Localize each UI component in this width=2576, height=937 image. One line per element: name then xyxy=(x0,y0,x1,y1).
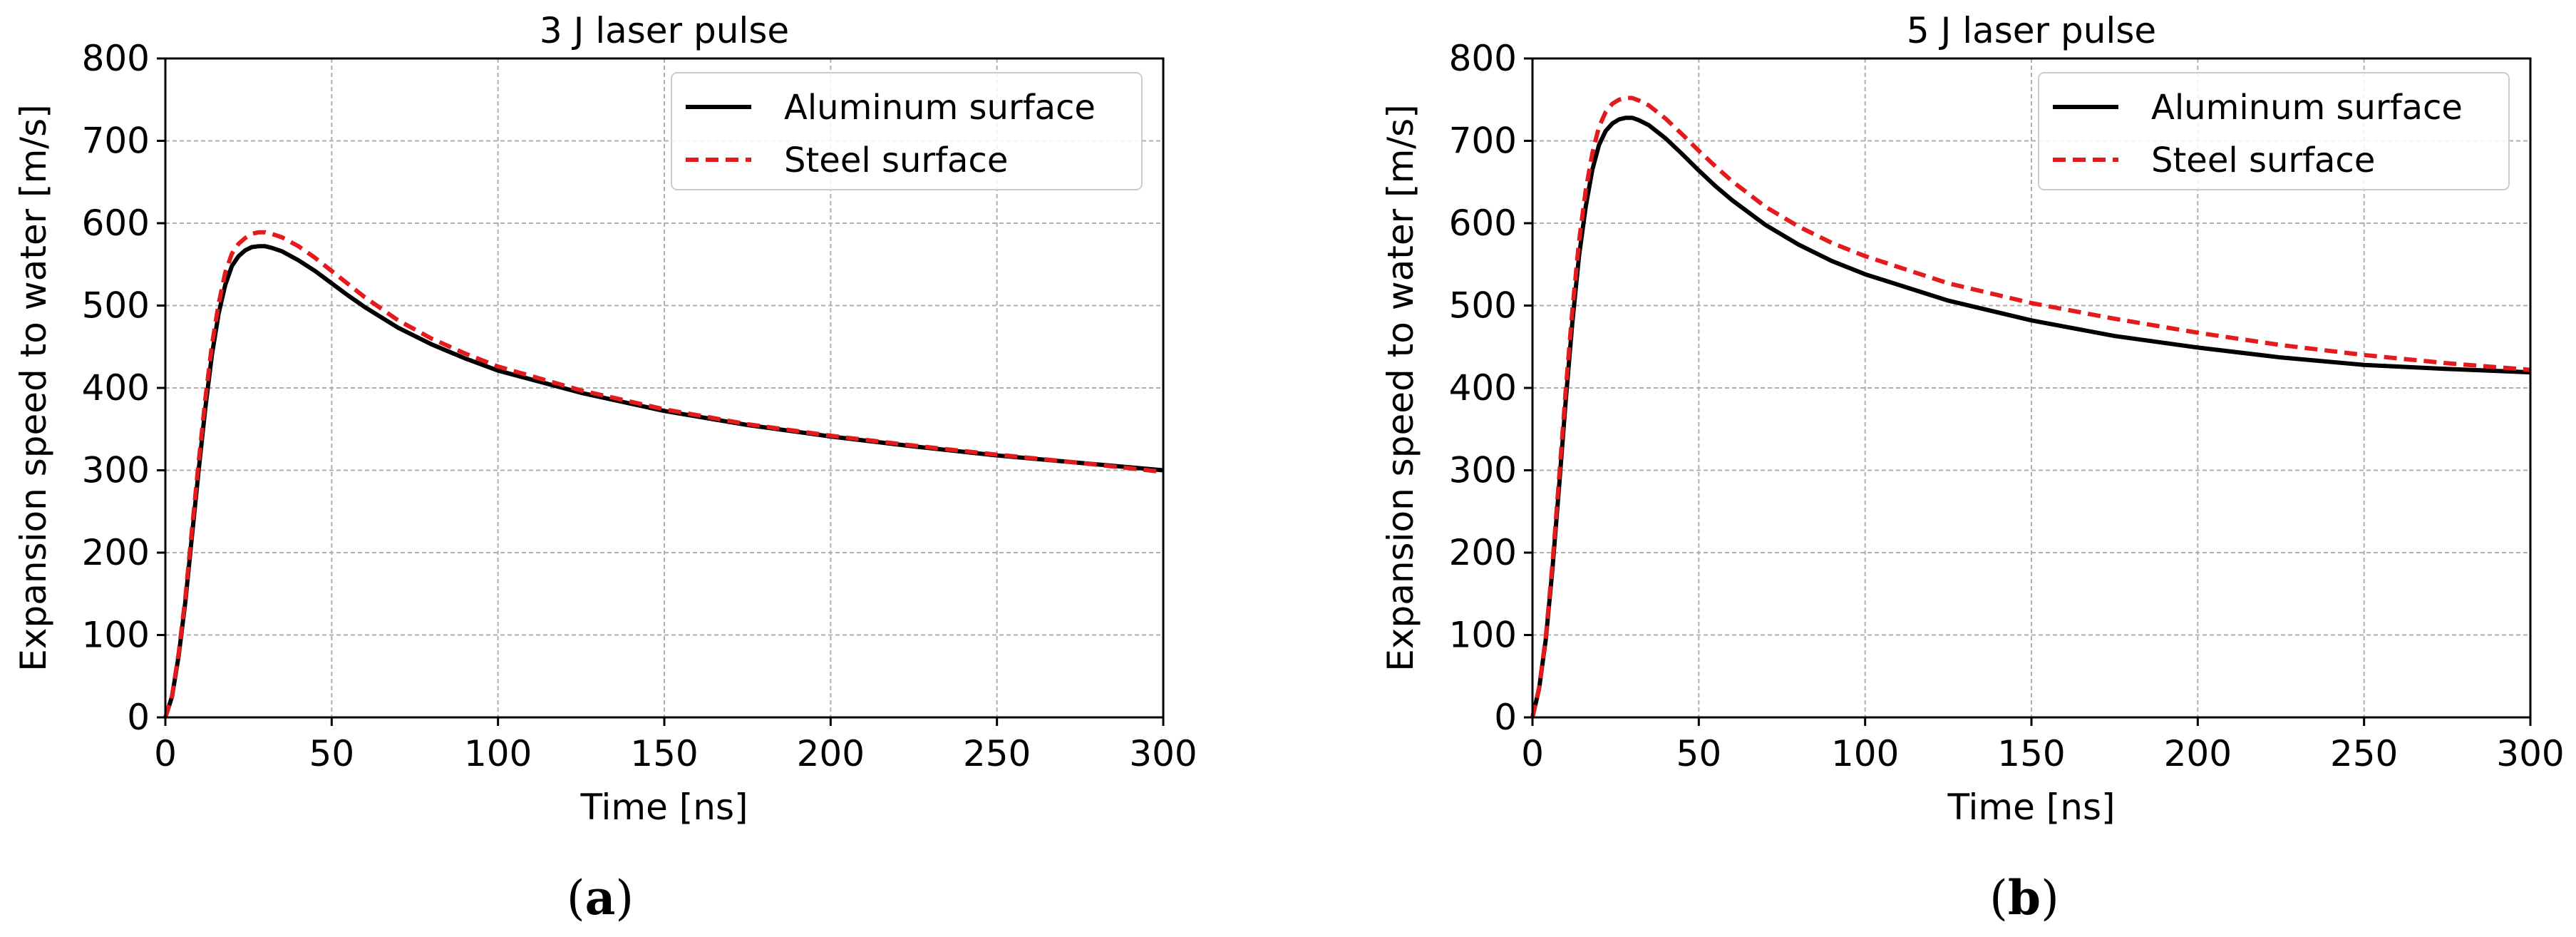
x-tick-label: 0 xyxy=(1521,733,1544,774)
legend-label-aluminum: Aluminum surface xyxy=(2151,88,2463,128)
chart-title: 3 J laser pulse xyxy=(540,10,789,51)
tick-marks xyxy=(1524,57,2532,726)
x-tick-label: 100 xyxy=(1831,733,1899,774)
y-tick-label: 500 xyxy=(82,285,150,327)
y-tick-label: 300 xyxy=(1449,450,1517,491)
y-tick-label: 400 xyxy=(82,367,150,409)
y-axis-label: Expansion speed to water [m/s] xyxy=(1380,104,1421,671)
x-axis-label: Time [ns] xyxy=(579,787,748,828)
legend-label-steel: Steel surface xyxy=(2151,140,2375,180)
x-tick-label: 150 xyxy=(1997,733,2065,774)
y-tick-labels: 0 100 200 300 400 500 600 700 800 xyxy=(82,38,150,738)
y-tick-label: 300 xyxy=(82,450,150,491)
x-tick-label: 50 xyxy=(1676,733,1722,774)
y-tick-labels: 0 100 200 300 400 500 600 700 800 xyxy=(1449,38,1517,738)
x-tick-label: 0 xyxy=(154,733,177,774)
y-tick-label: 600 xyxy=(1449,203,1517,244)
series-lines xyxy=(1530,96,2531,718)
chart-panel-b: 0 50 100 150 200 250 300 0 100 200 300 400 500 600 70… xyxy=(1380,10,2565,926)
y-tick-label: 600 xyxy=(82,203,150,244)
series-line-steel xyxy=(163,230,1164,718)
y-tick-label: 500 xyxy=(1449,285,1517,327)
y-tick-label: 700 xyxy=(82,121,150,162)
y-tick-label: 200 xyxy=(82,532,150,573)
x-axis-label: Time [ns] xyxy=(1947,787,2115,828)
legend-box xyxy=(671,72,1143,190)
x-tick-label: 250 xyxy=(2330,733,2398,774)
y-tick-label: 100 xyxy=(1449,615,1517,656)
series-line-steel xyxy=(1530,96,2531,718)
x-tick-label: 150 xyxy=(630,733,698,774)
y-tick-label: 400 xyxy=(1449,367,1517,409)
x-tick-label: 50 xyxy=(309,733,355,774)
x-tick-label: 300 xyxy=(2496,733,2564,774)
tick-marks xyxy=(157,57,1165,726)
chart-title: 5 J laser pulse xyxy=(1907,10,2156,51)
y-tick-label: 0 xyxy=(1494,697,1517,738)
y-tick-label: 0 xyxy=(127,697,150,738)
y-axis-label: Expansion speed to water [m/s] xyxy=(13,104,54,671)
x-tick-labels: 0 50 100 150 200 250 300 xyxy=(1521,733,2565,774)
x-tick-label: 300 xyxy=(1129,733,1197,774)
x-tick-labels: 0 50 100 150 200 250 300 xyxy=(154,733,1197,774)
legend: Aluminum surface Steel surface xyxy=(2038,72,2510,190)
legend: Aluminum surface Steel surface xyxy=(671,72,1143,190)
legend-box xyxy=(2038,72,2510,190)
y-tick-label: 800 xyxy=(82,38,150,79)
x-tick-label: 200 xyxy=(2164,733,2232,774)
y-tick-label: 700 xyxy=(1449,121,1517,162)
y-tick-label: 200 xyxy=(1449,532,1517,573)
subfigure-label: (a) xyxy=(567,870,634,926)
legend-label-aluminum: Aluminum surface xyxy=(784,88,1096,128)
legend-label-steel: Steel surface xyxy=(784,140,1008,180)
y-tick-label: 100 xyxy=(82,615,150,656)
x-tick-label: 200 xyxy=(797,733,865,774)
y-tick-label: 800 xyxy=(1449,38,1517,79)
x-tick-label: 100 xyxy=(464,733,532,774)
subfigure-label: (b) xyxy=(1989,870,2059,926)
x-tick-label: 250 xyxy=(963,733,1031,774)
series-lines xyxy=(163,230,1164,718)
chart-panel-a: 0 50 100 150 200 250 300 0 100 200 300 400 500 600 70… xyxy=(13,10,1197,926)
